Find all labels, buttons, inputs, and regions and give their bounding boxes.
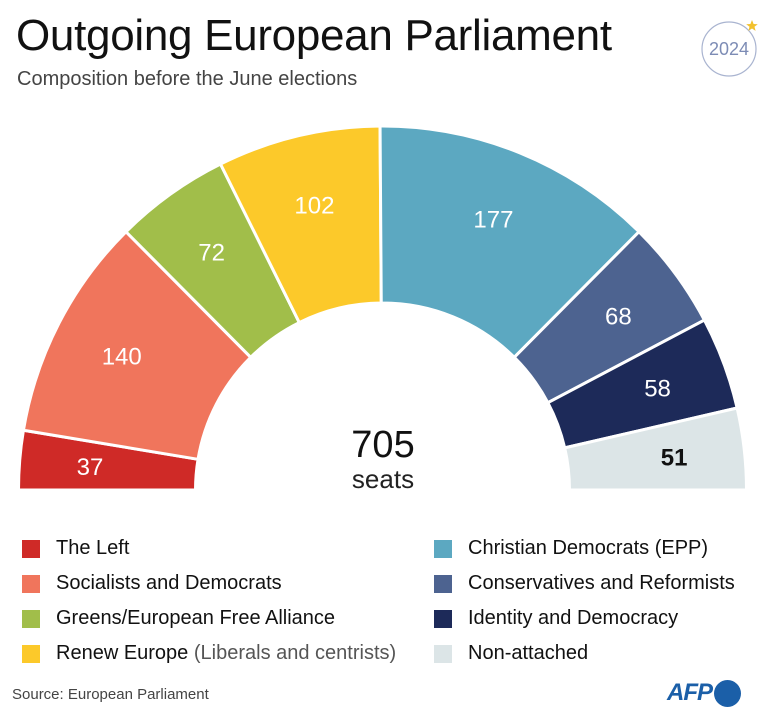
legend-right-column: Christian Democrats (EPP) Conservatives … <box>434 531 735 671</box>
legend-label: Identity and Democracy <box>468 607 679 629</box>
badge-year: 2024 <box>709 39 749 59</box>
legend-item-non-attached: Non-attached <box>434 636 735 671</box>
legend-label: Socialists and Democrats <box>56 572 282 594</box>
legend-item-id: Identity and Democracy <box>434 601 735 636</box>
legend-label: Christian Democrats (EPP) <box>468 537 709 559</box>
legend-swatch <box>434 574 452 593</box>
legend-swatch <box>434 609 452 628</box>
afp-logo: AFP <box>667 679 741 707</box>
year-badge: 2024 <box>701 20 758 77</box>
source-note: Source: European Parliament <box>12 686 209 703</box>
afp-logo-text: AFP <box>667 679 713 706</box>
legend-swatch <box>22 644 40 663</box>
chart-title: Outgoing European Parliament <box>16 11 612 60</box>
legend-item-the-left: The Left <box>22 531 396 566</box>
afp-logo-dot <box>714 679 741 707</box>
legend-swatch <box>22 574 40 593</box>
legend-swatch <box>22 609 40 628</box>
legend-label: Conservatives and Reformists <box>468 572 735 594</box>
legend-item-epp: Christian Democrats (EPP) <box>434 531 735 566</box>
legend-label: Greens/European Free Alliance <box>56 607 336 629</box>
legend-label: The Left <box>56 537 130 559</box>
total-seats-value: 705 <box>351 424 414 466</box>
slice-value-label: 58 <box>644 376 671 403</box>
slice-value-label: 177 <box>473 206 513 233</box>
legend-left-column: The Left Socialists and Democrats Greens… <box>22 531 396 671</box>
slice-value-label: 72 <box>198 239 225 266</box>
legend-item-ecr: Conservatives and Reformists <box>434 566 735 601</box>
star-icon <box>746 20 758 31</box>
chart-subtitle: Composition before the June elections <box>17 68 358 90</box>
slice-non-attached <box>563 406 748 492</box>
legend-swatch <box>434 539 452 558</box>
legend-item-greens: Greens/European Free Alliance <box>22 601 396 636</box>
slice-christian-democrats-epp <box>378 124 641 359</box>
slice-value-label: 68 <box>605 303 632 330</box>
legend-item-socialists: Socialists and Democrats <box>22 566 396 601</box>
total-seats-unit: seats <box>352 464 414 494</box>
slice-value-label: 37 <box>77 454 104 481</box>
legend-note: (Liberals and centrists) <box>188 642 397 664</box>
slices-group <box>17 124 748 492</box>
slice-labels-group: 37 140 72 102 177 68 58 51 <box>77 192 688 480</box>
slice-value-label: 102 <box>294 192 334 219</box>
legend-item-renew: Renew Europe (Liberals and centrists) <box>22 636 396 671</box>
legend-label: Non-attached <box>468 642 589 664</box>
slice-value-label: 140 <box>102 343 142 370</box>
badge-ring <box>701 21 757 77</box>
slice-value-label: 51 <box>661 445 688 472</box>
legend-swatch <box>434 644 452 663</box>
legend-swatch <box>22 539 40 558</box>
legend-label: Renew Europe <box>56 642 189 664</box>
